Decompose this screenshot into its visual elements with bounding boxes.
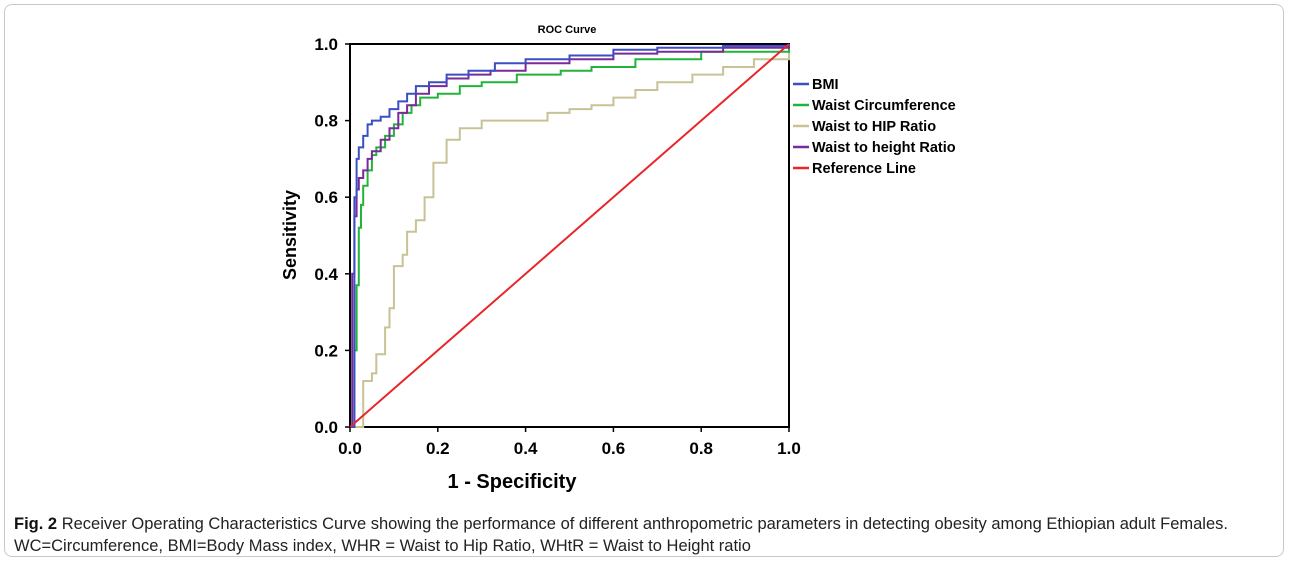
figure-caption-text: Receiver Operating Characteristics Curve… bbox=[14, 515, 1228, 555]
legend-label-reference-line: Reference Line bbox=[812, 161, 916, 177]
x-tick-label: 0.4 bbox=[514, 439, 538, 458]
y-tick-label: 0.8 bbox=[314, 112, 338, 131]
series-line-waist-to-height-ratio bbox=[350, 44, 790, 428]
roc-chart: ROC Curve 0.0 0.2 0.4 0.6 0.8 1.0 0.0 0.2 0.4 0.6… bbox=[280, 24, 956, 493]
x-tick-label: 0.6 bbox=[602, 439, 626, 458]
legend-label-bmi: BMI bbox=[812, 77, 839, 93]
figure-label: Fig. 2 bbox=[14, 515, 58, 533]
y-tick-label: 0.2 bbox=[314, 341, 338, 360]
figure-caption: Fig. 2 Receiver Operating Characteristic… bbox=[14, 513, 1274, 557]
series-layer bbox=[349, 43, 790, 428]
y-tick-label: 0.0 bbox=[314, 418, 338, 437]
y-axis-title: Sensitivity bbox=[280, 190, 300, 280]
chart-title: ROC Curve bbox=[538, 24, 597, 36]
legend-label-waist-to-hip-ratio: Waist to HIP Ratio bbox=[812, 119, 936, 135]
series-line-reference-line bbox=[349, 43, 790, 428]
x-axis-title: 1 - Specificity bbox=[448, 471, 578, 493]
plot-area bbox=[349, 43, 790, 428]
series-line-bmi bbox=[350, 44, 790, 428]
y-tick-label: 0.4 bbox=[314, 265, 338, 284]
plot-border bbox=[349, 43, 790, 428]
figure-frame bbox=[4, 4, 1284, 557]
legend-label-waist-circumference: Waist Circumference bbox=[812, 98, 956, 114]
legend: BMI Waist Circumference Waist to HIP Ratio… bbox=[793, 77, 956, 177]
x-tick-label: 1.0 bbox=[777, 439, 801, 458]
legend-label-waist-to-height-ratio: Waist to height Ratio bbox=[812, 140, 956, 156]
series-line-waist-to-hip-ratio bbox=[350, 44, 790, 428]
x-tick-label: 0.0 bbox=[338, 439, 362, 458]
x-tick-label: 0.8 bbox=[689, 439, 713, 458]
y-tick-label: 1.0 bbox=[314, 35, 338, 54]
axis-ticks: 0.0 0.2 0.4 0.6 0.8 1.0 0.0 0.2 0.4 0.6 0.8 1.0 bbox=[314, 35, 800, 458]
x-tick-label: 0.2 bbox=[426, 439, 450, 458]
y-tick-label: 0.6 bbox=[314, 188, 338, 207]
